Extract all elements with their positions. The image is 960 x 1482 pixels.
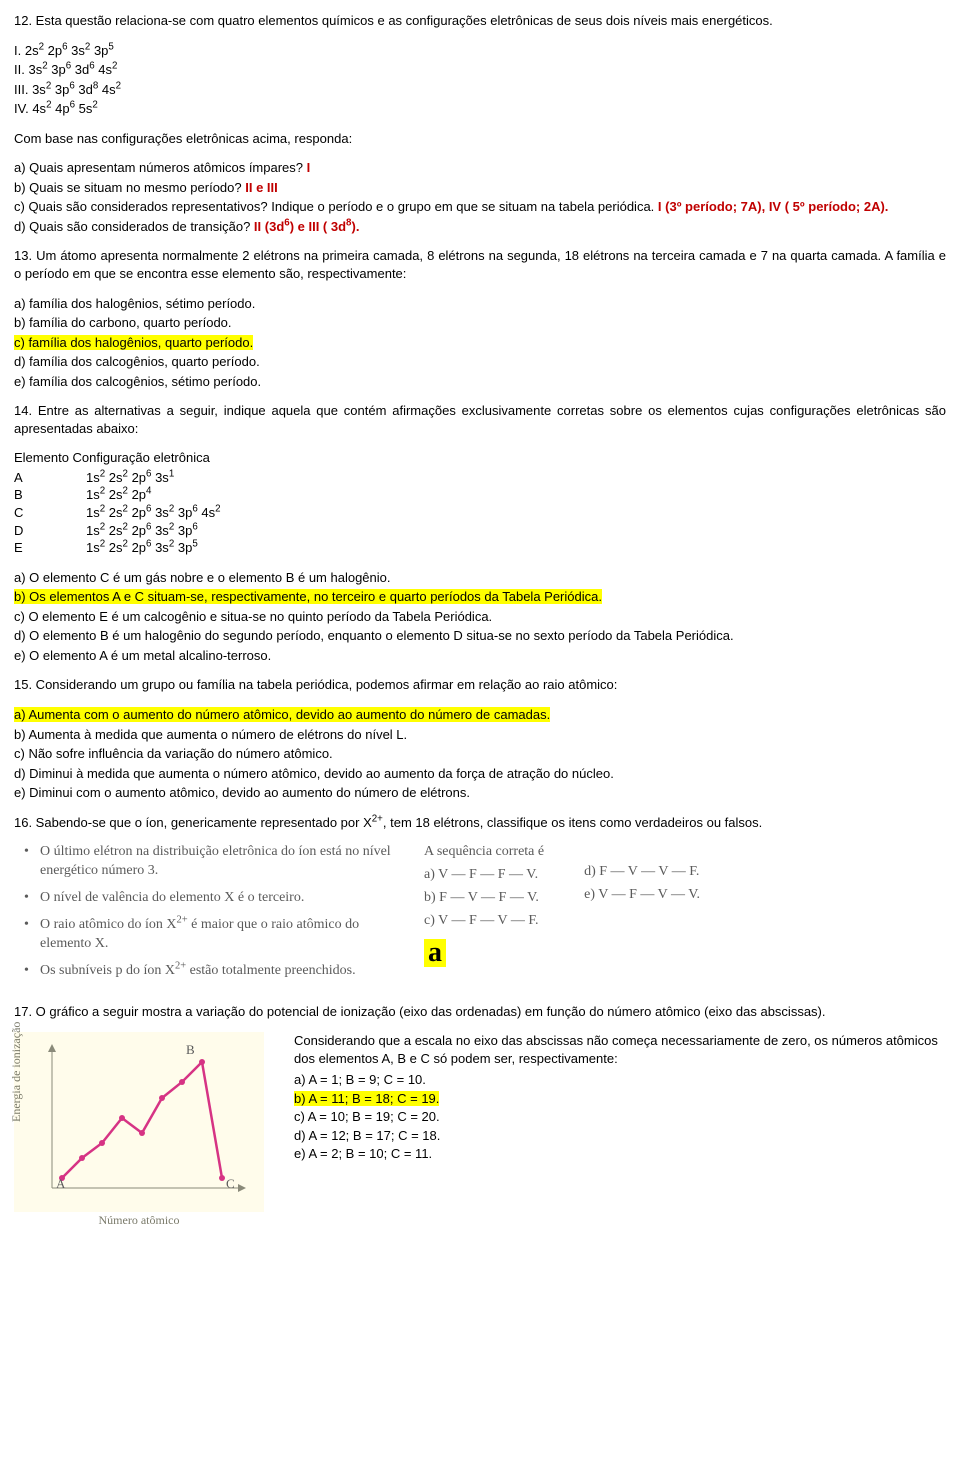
q17-a: a) A = 1; B = 9; C = 10.: [294, 1071, 946, 1089]
q14-row-a-el: A: [14, 469, 86, 487]
q16-opt-a: a) V — F — F — V.: [424, 866, 544, 885]
q16-seq-title: A sequência correta é: [424, 843, 544, 862]
q15-c: c) Não sofre influência da variação do n…: [14, 745, 946, 763]
q16-opt-c: c) V — F — V — F.: [424, 912, 544, 931]
ionization-chart: Energia de ionização ABC Número atômico: [14, 1032, 264, 1212]
q12-b-answer: II e III: [245, 180, 278, 195]
q15-a-answer: a) Aumenta com o aumento do número atômi…: [14, 707, 550, 722]
q14-b-answer: b) Os elementos A e C situam-se, respect…: [14, 589, 602, 604]
q14-row-d-el: D: [14, 522, 86, 540]
q12-a-text: a) Quais apresentam números atômicos ímp…: [14, 160, 307, 175]
q14-row-c-cfg: 1s2 2s2 2p6 3s2 3p6 4s2: [86, 504, 221, 522]
q15-options: a) Aumenta com o aumento do número atômi…: [14, 706, 946, 802]
q12-iii-label: III.: [14, 82, 28, 97]
q12-i-label: I.: [14, 43, 21, 58]
q15-b: b) Aumenta à medida que aumenta o número…: [14, 726, 946, 744]
q17-options: Considerando que a escala no eixo das ab…: [294, 1032, 946, 1164]
chart-ylabel: Energia de ionização: [8, 1022, 24, 1122]
q17-b-answer: b) A = 11; B = 18; C = 19.: [294, 1091, 439, 1106]
q15-d: d) Diminui à medida que aumenta o número…: [14, 765, 946, 783]
q13-c-answer: c) família dos halogênios, quarto períod…: [14, 335, 253, 350]
q17-e: e) A = 2; B = 10; C = 11.: [294, 1145, 946, 1163]
q13-a: a) família dos halogênios, sétimo períod…: [14, 295, 946, 313]
svg-text:C: C: [226, 1176, 235, 1191]
q13-e: e) família dos calcogênios, sétimo perío…: [14, 373, 946, 391]
svg-text:A: A: [56, 1176, 66, 1191]
q17-d: d) A = 12; B = 17; C = 18.: [294, 1127, 946, 1145]
q12-stem: 12. Esta questão relaciona-se com quatro…: [14, 12, 946, 30]
q12-iv-cfg: 4s2 4p6 5s2: [32, 101, 97, 116]
svg-text:B: B: [186, 1042, 195, 1057]
q12-d-text: d) Quais são considerados de transição?: [14, 219, 254, 234]
q17-body: Energia de ionização ABC Número atômico …: [14, 1032, 946, 1212]
q12-ii-label: II.: [14, 62, 25, 77]
q12-ii-cfg: 3s2 3p6 3d6 4s2: [28, 62, 117, 77]
q16-answer: a: [424, 939, 446, 967]
q12-iii-cfg: 3s2 3p6 3d8 4s2: [32, 82, 121, 97]
q16-bullet-4: Os subníveis p do íon X2+ estão totalmen…: [30, 962, 394, 981]
q15-e: e) Diminui com o aumento atômico, devido…: [14, 784, 946, 802]
q14-row-a-cfg: 1s2 2s2 2p6 3s1: [86, 469, 174, 487]
q14-d: d) O elemento B é um halogênio do segund…: [14, 627, 946, 645]
q16-body: O último elétron na distribuição eletrôn…: [14, 843, 946, 988]
q14-config-table: Elemento Configuração eletrônica A1s2 2s…: [14, 449, 946, 556]
chart-svg: A B C: [42, 1038, 252, 1198]
q12-answers: a) Quais apresentam números atômicos ímp…: [14, 159, 946, 235]
q13-stem: 13. Um átomo apresenta normalmente 2 elé…: [14, 247, 946, 282]
q17-stem: 17. O gráfico a seguir mostra a variação…: [14, 1003, 946, 1021]
q13-b: b) família do carbono, quarto período.: [14, 314, 946, 332]
q14-row-c-el: C: [14, 504, 86, 522]
q16-bullet-1: O último elétron na distribuição eletrôn…: [30, 843, 394, 881]
q14-row-b-cfg: 1s2 2s2 2p4: [86, 486, 151, 504]
q14-options: a) O elemento C é um gás nobre e o eleme…: [14, 569, 946, 665]
q16-bullet-3: O raio atômico do íon X2+ é maior que o …: [30, 916, 394, 954]
q15-stem: 15. Considerando um grupo ou família na …: [14, 676, 946, 694]
q17-c: c) A = 10; B = 19; C = 20.: [294, 1108, 946, 1126]
q16-opt-b: b) F — V — F — V.: [424, 889, 544, 908]
q13-options: a) família dos halogênios, sétimo períod…: [14, 295, 946, 391]
q12-lead: Com base nas configurações eletrônicas a…: [14, 130, 946, 148]
q12-d-answer: II (3d6) e III ( 3d8).: [254, 219, 360, 234]
q12-a-answer: I: [307, 160, 311, 175]
q14-c: c) O elemento E é um calcogênio e situa-…: [14, 608, 946, 626]
q17-lead: Considerando que a escala no eixo das ab…: [294, 1032, 946, 1067]
q12-c-text: c) Quais são considerados representativo…: [14, 199, 658, 214]
q16-bullet-2: O nível de valência do elemento X é o te…: [30, 889, 394, 908]
q12-b-text: b) Quais se situam no mesmo período?: [14, 180, 245, 195]
q14-table-title: Elemento Configuração eletrônica: [14, 449, 946, 467]
q16-sequence-options: A sequência correta é a) V — F — F — V. …: [424, 843, 700, 988]
q14-a: a) O elemento C é um gás nobre e o eleme…: [14, 569, 946, 587]
q12-c-answer: I (3º período; 7A), IV ( 5º período; 2A)…: [658, 199, 889, 214]
q14-e: e) O elemento A é um metal alcalino-terr…: [14, 647, 946, 665]
q14-row-e-cfg: 1s2 2s2 2p6 3s2 3p5: [86, 539, 198, 557]
q16-bullets: O último elétron na distribuição eletrôn…: [14, 843, 394, 988]
q12-iv-label: IV.: [14, 101, 29, 116]
q12-items: I. 2s2 2p6 3s2 3p5 II. 3s2 3p6 3d6 4s2 I…: [14, 42, 946, 118]
q14-row-d-cfg: 1s2 2s2 2p6 3s2 3p6: [86, 522, 198, 540]
q14-stem: 14. Entre as alternativas a seguir, indi…: [14, 402, 946, 437]
q16-stem: 16. Sabendo-se que o íon, genericamente …: [14, 814, 946, 832]
q16-opt-d: d) F — V — V — F.: [584, 863, 700, 882]
chart-xlabel: Número atômico: [14, 1212, 264, 1228]
q14-row-b-el: B: [14, 486, 86, 504]
q14-row-e-el: E: [14, 539, 86, 557]
q13-d: d) família dos calcogênios, quarto perío…: [14, 353, 946, 371]
q16-opt-e: e) V — F — V — V.: [584, 886, 700, 905]
q12-i-cfg: 2s2 2p6 3s2 3p5: [25, 43, 114, 58]
